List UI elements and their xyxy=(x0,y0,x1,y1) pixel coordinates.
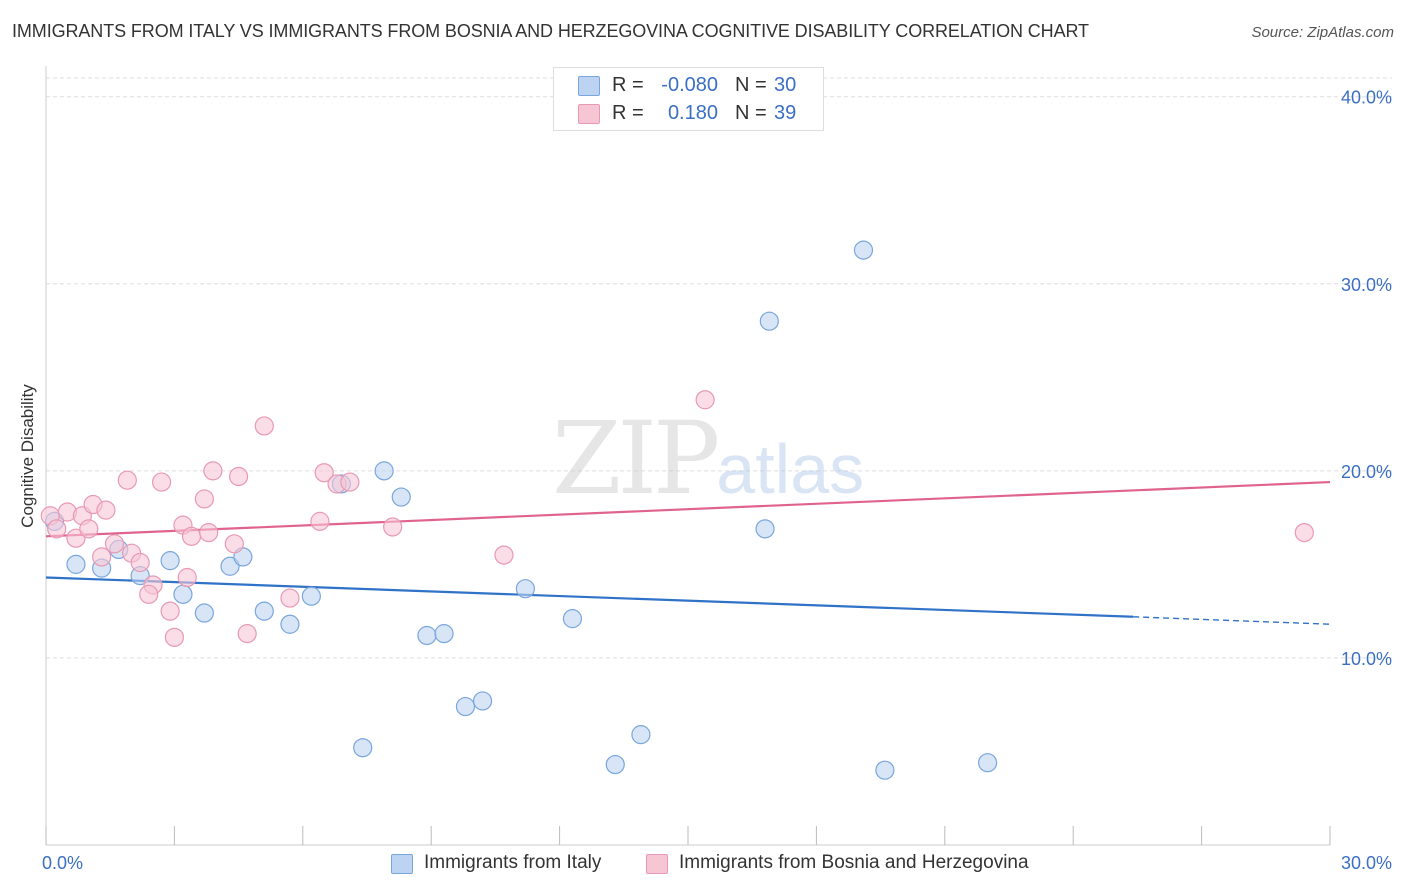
bosnia-point xyxy=(194,489,214,509)
x-tick-label-min: 0.0% xyxy=(42,853,83,873)
italy-point xyxy=(434,624,454,644)
italy-trend-extension xyxy=(1133,616,1331,625)
bosnia-point xyxy=(96,500,116,520)
italy-point xyxy=(220,556,240,576)
italy-point xyxy=(853,240,874,260)
italy-legend-label: Immigrants from Italy xyxy=(424,852,602,873)
italy-point xyxy=(194,603,214,623)
italy-point xyxy=(562,609,583,629)
italy-trend-line xyxy=(45,576,1134,618)
gridlines xyxy=(46,77,1392,659)
bosnia-point xyxy=(199,522,219,543)
bosnia-legend-label: Immigrants from Bosnia and Herzegovina xyxy=(679,852,1029,873)
italy-point xyxy=(755,519,775,539)
italy-n-label: N = xyxy=(735,74,767,96)
bosnia-r-value: 0.180 xyxy=(667,102,718,124)
italy-point xyxy=(374,461,394,481)
bosnia-point xyxy=(203,461,223,481)
bosnia-swatch xyxy=(578,104,600,124)
bosnia-point xyxy=(237,624,257,644)
bosnia-point xyxy=(314,463,334,483)
italy-point xyxy=(515,579,535,599)
axes xyxy=(45,66,1331,846)
bosnia-point xyxy=(383,517,403,537)
bosnia-point xyxy=(160,601,180,621)
bosnia-point xyxy=(66,528,86,548)
italy-point xyxy=(631,725,651,745)
bosnia-point xyxy=(177,567,197,588)
bosnia-point xyxy=(280,588,300,608)
chart-title: IMMIGRANTS FROM ITALY VS IMMIGRANTS FROM… xyxy=(12,21,1089,41)
italy-swatch xyxy=(578,76,600,96)
bosnia-point xyxy=(151,472,172,492)
bosnia-r-label: R = xyxy=(612,102,644,124)
italy-point xyxy=(391,487,411,507)
bosnia-legend-swatch xyxy=(646,854,668,874)
italy-point xyxy=(280,614,300,634)
source-label: Source: ZipAtlas.com xyxy=(1251,24,1394,41)
italy-point xyxy=(254,601,274,621)
y-tick-label: 40.0% xyxy=(1341,88,1392,108)
bosnia-point xyxy=(224,534,244,554)
tick-labels: 10.0% 20.0% 30.0% 40.0% 0.0% 30.0% xyxy=(42,88,1392,873)
italy-point xyxy=(66,554,86,574)
italy-n-value: 30 xyxy=(774,74,797,96)
italy-point xyxy=(472,691,493,711)
y-axis-label: Cognitive Disability xyxy=(18,384,37,528)
italy-point xyxy=(417,625,437,646)
watermark-atlas: atlas xyxy=(716,430,865,508)
bosnia-point xyxy=(117,470,137,490)
bosnia-point xyxy=(1294,522,1314,543)
bosnia-point xyxy=(340,472,360,492)
italy-point xyxy=(353,738,373,758)
italy-r-label: R = xyxy=(612,74,644,96)
bosnia-point xyxy=(181,526,202,546)
bosnia-trend-line xyxy=(45,480,1331,538)
bosnia-n-value: 39 xyxy=(774,102,797,124)
bosnia-point xyxy=(695,390,715,410)
italy-point xyxy=(455,696,476,717)
italy-point xyxy=(173,584,193,604)
italy-point xyxy=(160,551,180,571)
y-tick-label: 20.0% xyxy=(1341,462,1392,482)
bosnia-point xyxy=(310,511,330,531)
italy-r-value: -0.080 xyxy=(661,74,718,96)
bosnia-point xyxy=(130,552,150,573)
bosnia-point xyxy=(79,519,99,539)
italy-point xyxy=(301,586,321,606)
y-tick-label: 10.0% xyxy=(1341,649,1392,669)
bosnia-point xyxy=(92,547,112,567)
italy-point xyxy=(875,760,895,780)
trend-lines xyxy=(45,480,1331,625)
bosnia-point xyxy=(47,519,67,539)
data-points xyxy=(40,240,1314,780)
bosnia-point xyxy=(254,416,274,436)
italy-point xyxy=(605,754,625,775)
bosnia-n-label: N = xyxy=(735,102,767,124)
bosnia-point xyxy=(494,545,514,565)
italy-point xyxy=(977,753,998,773)
correlation-legend: R = -0.080 N = 30 R = 0.180 N = 39 xyxy=(553,67,824,131)
bosnia-point xyxy=(164,627,184,647)
y-tick-label: 30.0% xyxy=(1341,275,1392,295)
italy-point xyxy=(759,311,779,331)
x-tick-label-max: 30.0% xyxy=(1341,853,1392,873)
watermark-zip: ZIP xyxy=(552,400,720,517)
bosnia-point xyxy=(104,534,125,554)
watermark: ZIPatlas xyxy=(552,400,864,517)
italy-legend-swatch xyxy=(391,854,413,874)
bosnia-point xyxy=(139,584,159,604)
bosnia-point xyxy=(229,466,249,487)
